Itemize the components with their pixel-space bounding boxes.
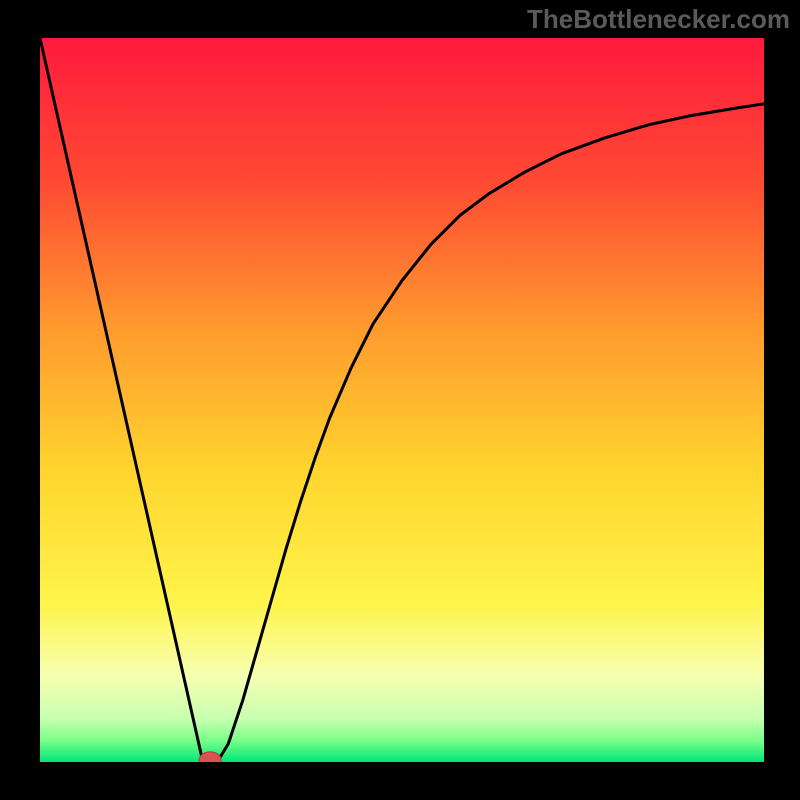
plot-background <box>40 38 764 762</box>
plot-svg <box>40 38 764 762</box>
chart-container: TheBottlenecker.com <box>0 0 800 800</box>
watermark-text: TheBottlenecker.com <box>527 4 790 35</box>
plot-area <box>40 38 764 762</box>
